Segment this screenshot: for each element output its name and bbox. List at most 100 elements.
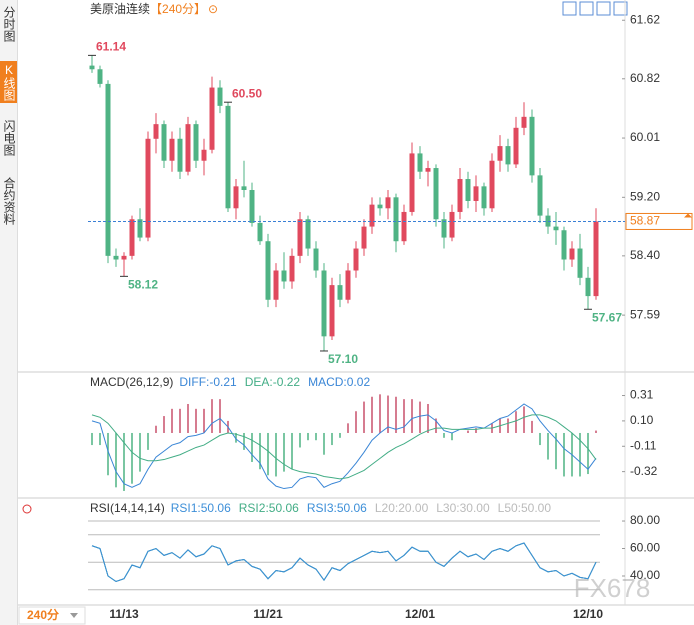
legend-entry: RSI2:50.06 — [239, 501, 299, 515]
y-tick-label: 80.00 — [630, 513, 660, 527]
extreme-label: 61.14 — [96, 40, 126, 54]
legend-entry: L30:30.00 — [436, 501, 490, 515]
candle-body — [321, 270, 327, 337]
settings-icon[interactable] — [22, 504, 32, 514]
last-price-label: 58.87 — [630, 214, 660, 228]
macd-bar — [563, 432, 565, 477]
candle-body — [113, 255, 119, 260]
sidebar-tab[interactable]: K线图 — [0, 61, 17, 103]
macd-bar — [515, 411, 517, 433]
candle-body — [209, 87, 215, 150]
candle-body — [377, 204, 383, 209]
macd-bar — [123, 432, 125, 491]
period-select[interactable] — [18, 606, 86, 625]
macd-bar — [355, 411, 357, 433]
macd-bar — [283, 432, 285, 472]
candle-body — [361, 226, 367, 249]
macd-bar — [331, 432, 333, 446]
y-tick-label: 0.10 — [630, 413, 654, 427]
candle-body — [457, 179, 463, 212]
panel-title: MACD(26,12,9) — [90, 375, 173, 389]
extreme-label: 57.10 — [328, 352, 358, 366]
candle-body — [345, 270, 351, 300]
macd-bar — [347, 423, 349, 433]
toolbar[interactable] — [562, 1, 628, 16]
macd-bar — [115, 432, 117, 488]
macd-line — [91, 414, 597, 480]
last-price-box — [625, 212, 693, 230]
legend-entry: RSI3:50.06 — [307, 501, 367, 515]
period-select-label[interactable]: 240分 — [27, 607, 59, 622]
watermark: FX678 — [574, 573, 651, 603]
macd-bar — [371, 396, 373, 433]
candle-body — [121, 255, 127, 260]
extreme-label: 58.12 — [128, 278, 158, 292]
macd-bar — [211, 399, 213, 433]
candle-body — [233, 186, 239, 209]
candle-body — [89, 65, 95, 70]
candle-body — [161, 124, 167, 161]
macd-bar — [403, 399, 405, 433]
x-tick-label: 12/01 — [405, 607, 435, 621]
candle-body — [529, 116, 535, 176]
y-tick-label: -0.32 — [630, 464, 658, 478]
sidebar-tab[interactable]: 合约资料 — [2, 177, 16, 225]
candle-body — [281, 270, 287, 282]
candle-body — [481, 186, 487, 209]
macd-bar — [595, 430, 597, 433]
candle-body — [201, 149, 207, 161]
macd-bar — [531, 420, 533, 433]
macd-bar — [579, 432, 581, 477]
candle-body — [593, 221, 599, 297]
macd-bar — [547, 432, 549, 460]
macd-bar — [299, 432, 301, 448]
candle-body — [521, 116, 527, 128]
macd-bar — [419, 401, 421, 433]
x-tick-label: 11/13 — [109, 607, 139, 621]
candle-body — [153, 124, 159, 139]
y-tick-label: 60.01 — [630, 130, 660, 144]
y-tick-label: 57.59 — [630, 307, 660, 321]
macd-bar — [587, 432, 589, 475]
macd-bar — [411, 399, 413, 433]
candle-body — [241, 186, 247, 190]
legend-entry: L20:20.00 — [375, 501, 429, 515]
macd-bar — [435, 418, 437, 433]
sidebar-tab[interactable]: 闪电图 — [2, 120, 16, 156]
legend-entry: MACD:0.02 — [308, 375, 370, 389]
instrument-title: 美原油连续 — [90, 1, 150, 16]
candle-body — [289, 255, 295, 282]
candle-body — [441, 219, 447, 238]
period-label[interactable]: 【240分】 — [150, 2, 206, 16]
macd-bar — [163, 416, 165, 433]
candle-body — [585, 277, 591, 297]
dropdown-arrow[interactable] — [70, 613, 78, 618]
macd-bar — [251, 432, 253, 462]
macd-bar — [443, 432, 445, 438]
macd-bar — [427, 403, 429, 433]
period-icon[interactable]: ⊙ — [208, 2, 218, 16]
candle-body — [105, 83, 111, 256]
candle-body — [433, 168, 439, 220]
macd-bar — [187, 403, 189, 433]
y-tick-label: 60.82 — [630, 71, 660, 85]
macd-bar — [523, 406, 525, 433]
candle-body — [273, 270, 279, 300]
candle-body — [553, 226, 559, 231]
candle-body — [297, 219, 303, 256]
macd-bar — [219, 399, 221, 433]
candle-body — [305, 219, 311, 249]
candle-body — [465, 179, 471, 201]
sidebar-tab[interactable]: 分时图 — [2, 6, 16, 42]
candle-body — [177, 138, 183, 172]
candle-body — [353, 248, 359, 271]
y-tick-label: 58.40 — [630, 248, 660, 262]
y-tick-label: 59.20 — [630, 189, 660, 203]
macd-bar — [267, 432, 269, 476]
x-tick-label: 12/10 — [573, 607, 603, 621]
extreme-label: 57.67 — [592, 310, 622, 324]
candle-body — [401, 211, 407, 242]
y-tick-label: 60.00 — [630, 541, 660, 555]
legend-entry: DIFF:-0.21 — [179, 375, 237, 389]
